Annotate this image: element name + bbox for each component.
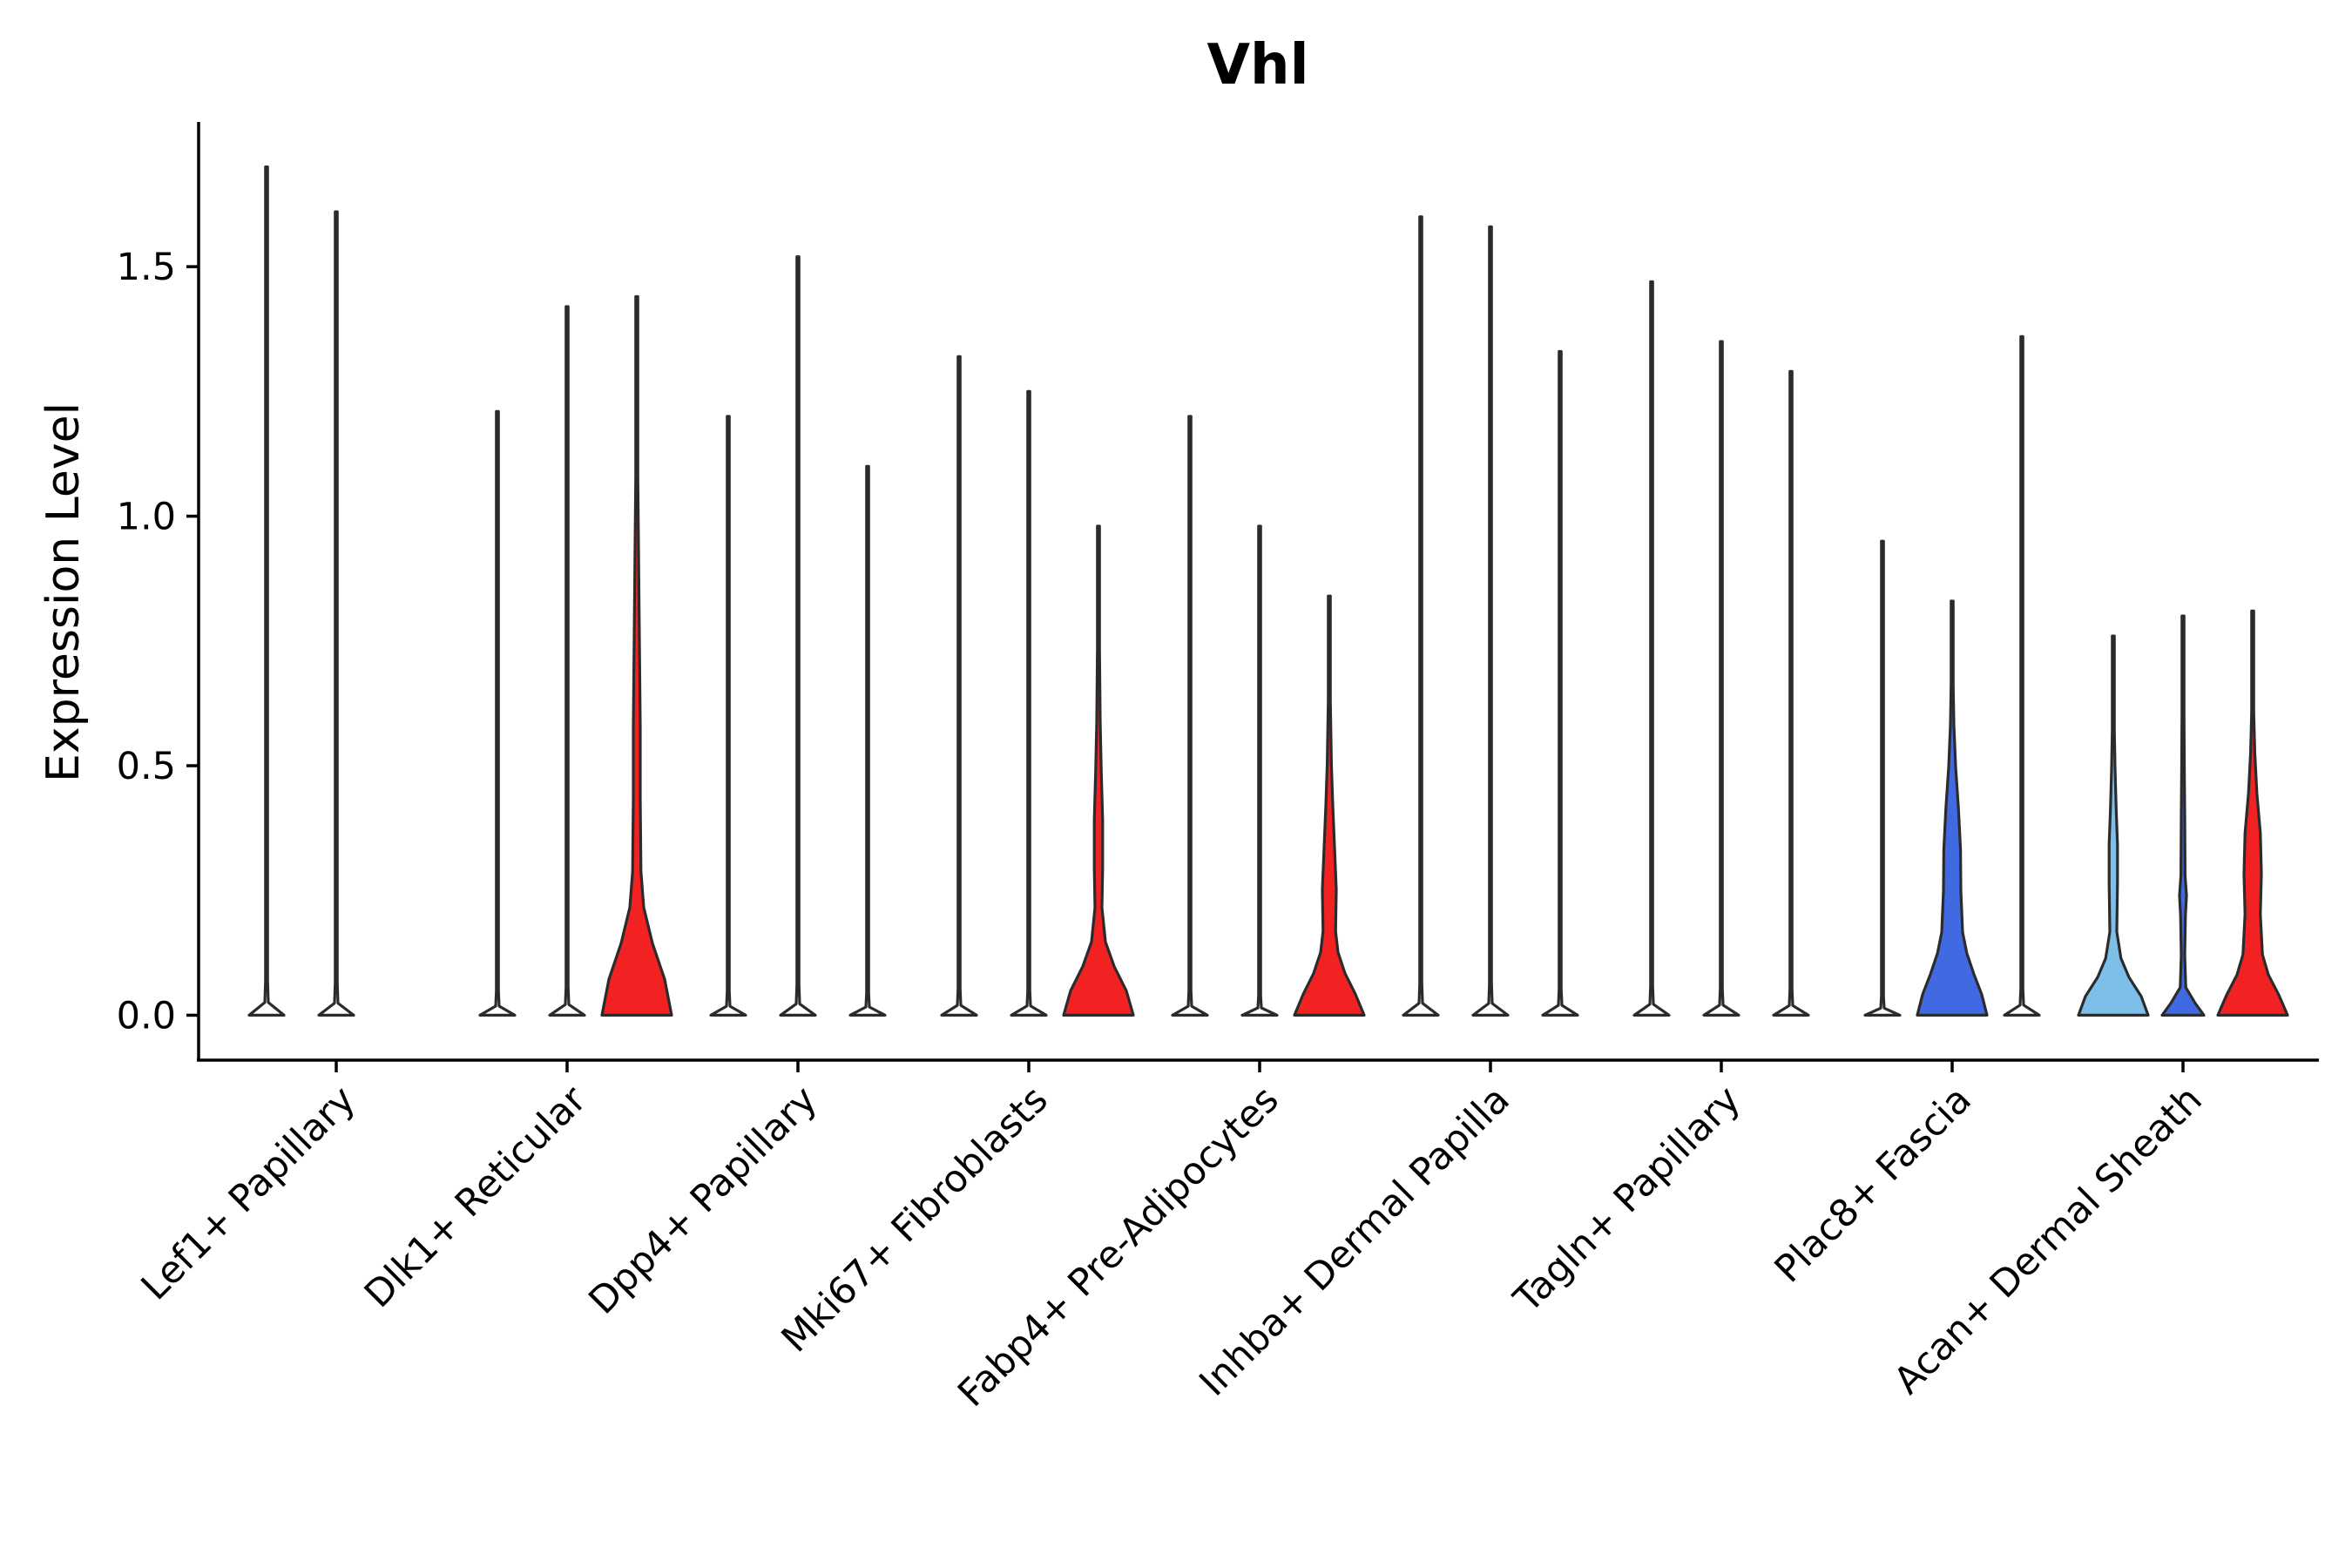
y-tick-label: 1.5 xyxy=(117,246,176,289)
y-tick-label: 0.5 xyxy=(117,745,176,788)
violin-2-dpp4-papillary xyxy=(779,255,817,1017)
violin-1-dlk1-reticular xyxy=(478,409,517,1017)
chart-title: Vhl xyxy=(1206,33,1308,98)
violin-1-lef1-papillary xyxy=(247,166,286,1017)
violin-3-plac8-fascia xyxy=(2003,335,2041,1017)
violin-1-mki67-fibroblasts xyxy=(940,355,978,1017)
violin-2-fabp4-pre-adipocytes xyxy=(1240,524,1279,1017)
violin-1-plac8-fascia xyxy=(1863,539,1902,1017)
violin-2-dlk1-reticular xyxy=(548,305,586,1017)
violin-1-acan-dermal-sheath xyxy=(2077,634,2150,1017)
violin-3-fabp4-pre-adipocytes xyxy=(1293,594,1366,1017)
y-axis-label: Expression Level xyxy=(37,402,90,782)
y-ticks: 0.0 0.5 1.0 1.5 xyxy=(117,246,199,1037)
violin-3-dpp4-papillary xyxy=(848,464,887,1017)
violin-2-acan-dermal-sheath xyxy=(2160,614,2206,1017)
violin-1-dpp4-papillary xyxy=(709,415,747,1017)
violin-3-inhba-dermal-papilla xyxy=(1541,349,1579,1017)
violin-3-mki67-fibroblasts xyxy=(1062,524,1135,1017)
axes xyxy=(197,122,2319,1062)
violin-1-tagln-papillary xyxy=(1632,280,1671,1017)
y-tick-label: 0.0 xyxy=(117,994,176,1037)
violin-2-plac8-fascia xyxy=(1916,599,1989,1017)
violin-2-tagln-papillary xyxy=(1702,340,1740,1017)
violin-3-dlk1-reticular xyxy=(600,294,673,1017)
violin-2-lef1-papillary xyxy=(317,210,355,1017)
violin-2-mki67-fibroblasts xyxy=(1010,389,1048,1017)
violin-1-fabp4-pre-adipocytes xyxy=(1171,415,1209,1017)
violin-2-inhba-dermal-papilla xyxy=(1471,225,1510,1017)
y-tick-label: 1.0 xyxy=(117,496,176,539)
violins xyxy=(247,166,2289,1017)
violin-3-acan-dermal-sheath xyxy=(2216,609,2289,1017)
violin-3-tagln-papillary xyxy=(1772,369,1810,1017)
violin-1-inhba-dermal-papilla xyxy=(1402,215,1440,1017)
